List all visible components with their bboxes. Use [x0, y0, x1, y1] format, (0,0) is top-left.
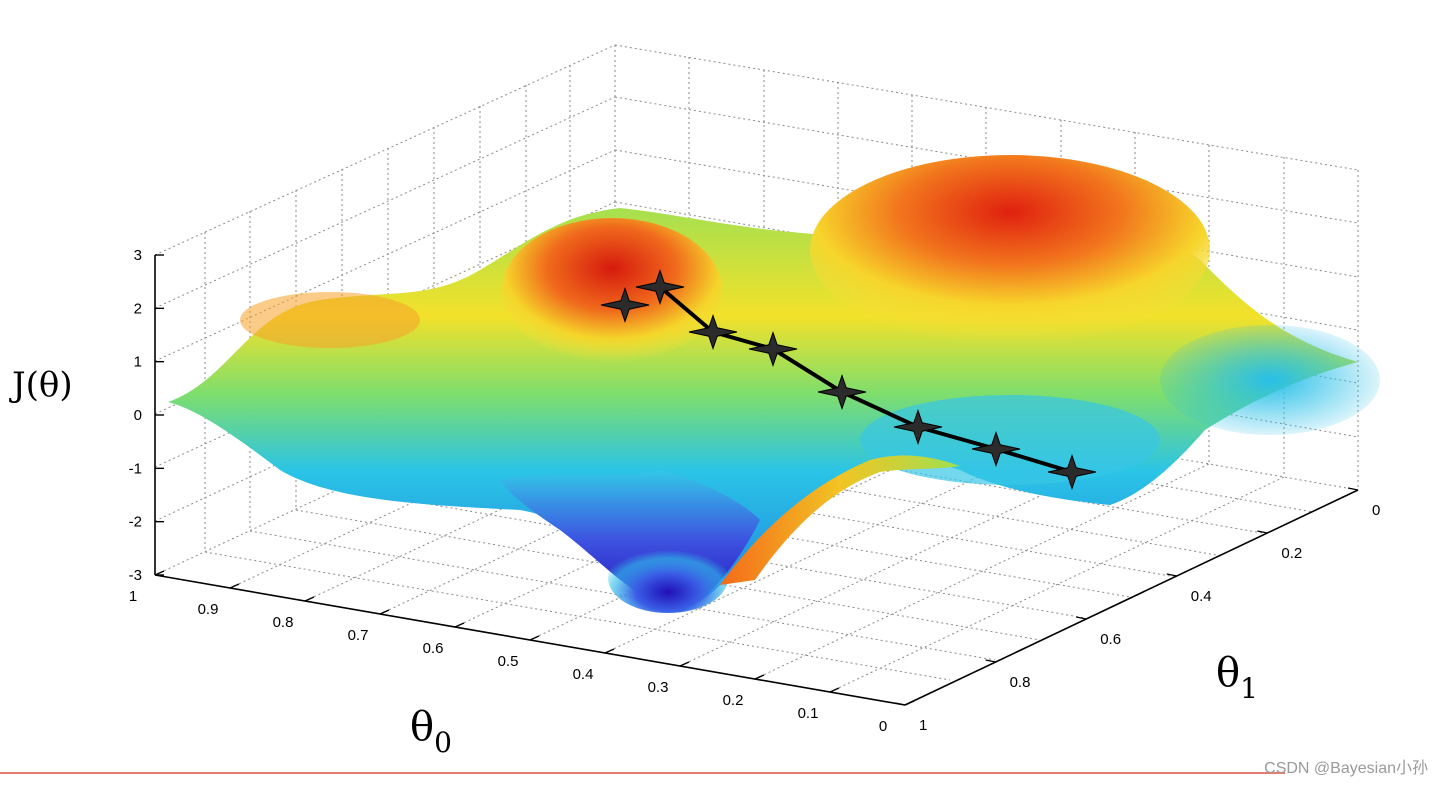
theta0-tick-label: 0.9	[198, 601, 219, 618]
theta0-tick-label: 0.6	[423, 640, 444, 657]
theta0-tick-label: 0.8	[273, 614, 294, 631]
theta1-tick-label: 0.4	[1191, 588, 1212, 605]
theta1-tick-mark	[1166, 573, 1177, 577]
descent-step-marker	[893, 408, 943, 446]
z-tick-label: 0	[134, 407, 142, 424]
theta0-tick-label: 1	[129, 588, 137, 605]
theta1-tick-label: 0.8	[1010, 674, 1031, 691]
theta0-tick-mark	[679, 661, 690, 667]
theta0-tick-label: 0.3	[648, 679, 669, 696]
z-axis-title: J(θ)	[9, 365, 73, 405]
theta1-tick-label: 0.2	[1281, 545, 1302, 562]
z-tick-label: -1	[129, 460, 142, 477]
theta1-tick-label: 1	[919, 717, 927, 734]
descent-step-marker	[635, 268, 685, 306]
theta1-tick-mark	[894, 702, 906, 706]
descent-step-marker	[971, 430, 1021, 468]
theta0-tick-mark	[604, 648, 615, 654]
watermark: CSDN @Bayesian小孙	[1264, 760, 1428, 777]
theta0-tick-label: 0.1	[798, 705, 819, 722]
z-tick-label: 1	[134, 354, 142, 371]
theta0-tick-mark	[829, 687, 840, 693]
z-tick-label: 2	[134, 300, 142, 317]
descent-step-marker	[748, 330, 798, 368]
theta0-tick-mark	[754, 674, 765, 680]
theta0-tick-mark	[154, 570, 165, 576]
gradient-descent-path	[600, 268, 1097, 491]
theta0-tick-mark	[529, 635, 540, 641]
theta0-tick-label: 0.7	[348, 627, 369, 644]
z-tick-label: -2	[129, 514, 142, 531]
theta0-tick-mark	[229, 583, 240, 589]
theta0-tick-label: 0.5	[498, 653, 519, 670]
z-tick-label: -3	[129, 567, 142, 584]
cost-surface	[168, 155, 1380, 613]
theta0-tick-mark	[379, 609, 390, 615]
theta0-tick-mark	[904, 700, 915, 706]
theta1-axis	[904, 489, 1359, 706]
theta0-tick-mark	[304, 596, 315, 602]
theta1-tick-label: 0.6	[1100, 631, 1121, 648]
theta1-tick-mark	[985, 659, 996, 663]
theta0-tick-mark	[454, 622, 465, 628]
theta1-tick-mark	[1257, 530, 1268, 534]
surface-fold	[720, 455, 960, 585]
theta1-tick-mark	[1076, 616, 1087, 620]
theta0-tick-label: 0	[879, 718, 887, 735]
theta0-axis-title: θ0	[410, 704, 452, 759]
peak-left	[502, 218, 722, 362]
descent-step-marker	[1047, 453, 1097, 491]
descent-step-marker	[817, 373, 867, 411]
theta1-tick-mark	[1347, 487, 1359, 491]
descent-step-marker	[688, 313, 738, 351]
theta0-tick-label: 0.2	[723, 692, 744, 709]
z-tick-label: 3	[134, 247, 142, 264]
descent-step-marker	[600, 286, 650, 324]
theta0-tick-label: 0.4	[573, 666, 594, 683]
theta1-tick-label: 0	[1372, 502, 1380, 519]
axes: 3 2 1 0 -1 -2 -3 1 0.9 0.8 0.7 0.6 0.5 0.4 0.3 0.2 0.1 0…	[129, 247, 1381, 735]
peak-right	[810, 155, 1210, 345]
theta1-axis-title: θ1	[1216, 650, 1258, 705]
bottom-rule	[0, 772, 1285, 774]
